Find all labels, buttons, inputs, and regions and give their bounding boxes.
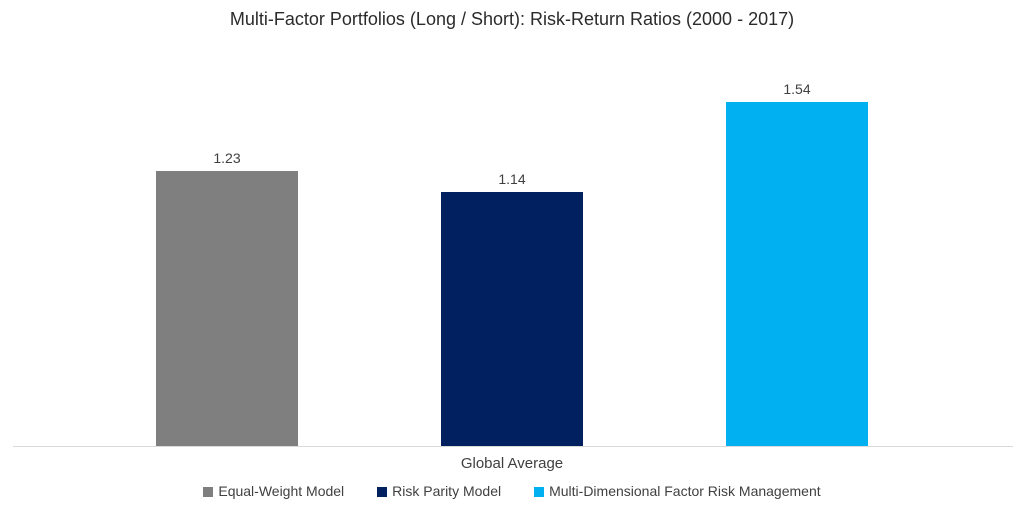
plot-area: 1.23 1.14 1.54: [0, 81, 1024, 447]
bars-group: 1.23 1.14 1.54: [0, 81, 1024, 447]
x-axis-category-label: Global Average: [460, 455, 564, 472]
legend-item-risk-parity-model: Risk Parity Model: [377, 483, 501, 500]
data-label-multi-dimensional-factor: 1.54: [783, 81, 811, 97]
legend-swatch-equal-weight-model: [203, 486, 214, 497]
legend-label-risk-parity-model: Risk Parity Model: [392, 483, 502, 499]
chart-title: Multi-Factor Portfolios (Long / Short): …: [229, 9, 795, 29]
legend: Equal-Weight Model Risk Parity Model Mul…: [0, 483, 1024, 500]
legend-item-multi-dimensional-factor: Multi-Dimensional Factor Risk Management: [534, 483, 821, 500]
bar-equal-weight-model: [156, 171, 298, 447]
x-axis-line: [13, 446, 1013, 447]
bar-multi-dimensional-factor: [726, 102, 868, 447]
legend-label-equal-weight-model: Equal-Weight Model: [218, 483, 345, 499]
bar-column-equal-weight-model: 1.23: [156, 150, 298, 447]
bar-column-multi-dimensional-factor: 1.54: [726, 81, 868, 447]
legend-item-equal-weight-model: Equal-Weight Model: [203, 483, 344, 500]
bar-column-risk-parity-model: 1.14: [441, 171, 583, 447]
legend-swatch-multi-dimensional-factor: [534, 486, 545, 497]
legend-label-multi-dimensional-factor: Multi-Dimensional Factor Risk Management: [549, 483, 821, 499]
legend-swatch-risk-parity-model: [377, 486, 388, 497]
data-label-equal-weight-model: 1.23: [213, 150, 241, 166]
bar-risk-parity-model: [441, 192, 583, 447]
data-label-risk-parity-model: 1.14: [498, 171, 526, 187]
